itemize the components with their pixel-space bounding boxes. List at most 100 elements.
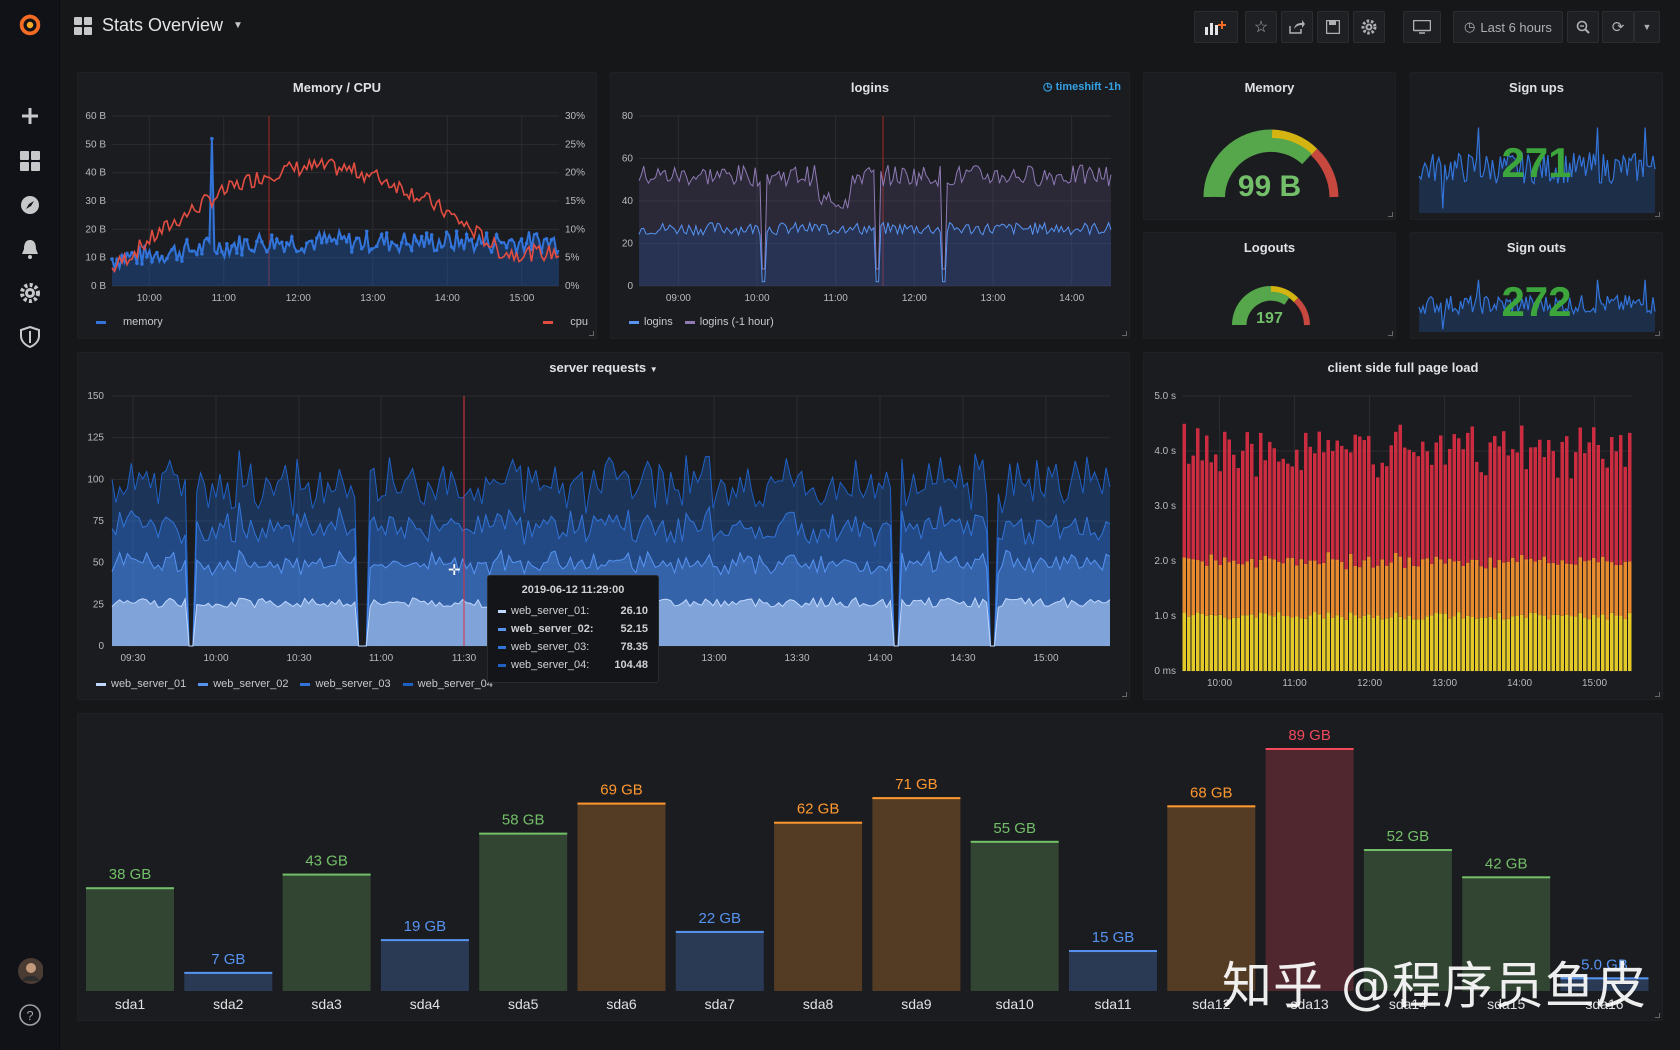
x-tick-label: 09:30 xyxy=(120,653,145,664)
page-load-bar-segment xyxy=(1317,614,1321,671)
page-load-bar-segment xyxy=(1299,618,1303,671)
panel-resize-handle[interactable] xyxy=(1388,212,1393,217)
memory-point xyxy=(444,230,449,235)
zoom-out-button[interactable] xyxy=(1567,11,1599,43)
memory-point xyxy=(344,239,349,244)
explore-compass-icon[interactable] xyxy=(17,192,43,218)
panel-title[interactable]: client side full page load xyxy=(1327,360,1479,375)
page-load-bar-segment xyxy=(1443,563,1447,614)
server-admin-shield-icon[interactable] xyxy=(17,324,43,350)
plus-icon[interactable] xyxy=(17,103,43,129)
refresh-button[interactable]: ⟳ xyxy=(1602,11,1634,43)
page-load-bar-segment xyxy=(1349,553,1353,613)
time-range-picker[interactable]: ◷ Last 6 hours xyxy=(1453,11,1563,43)
page-load-bar-segment xyxy=(1565,614,1569,671)
panel-title[interactable]: Sign ups xyxy=(1509,80,1564,95)
y-tick-label: 25 xyxy=(93,599,105,610)
logouts-gauge-panel[interactable]: Logouts 197 xyxy=(1143,232,1396,339)
tv-mode-button[interactable] xyxy=(1403,11,1441,43)
memory-point xyxy=(155,250,159,255)
legend-web-server-02[interactable]: web_server_02 xyxy=(198,678,288,690)
page-load-panel[interactable]: client side full page load 5.0 s 4.0 s 3.0… xyxy=(1143,352,1663,700)
sign-outs-panel[interactable]: Sign outs 272 xyxy=(1410,232,1663,339)
page-load-bar-segment xyxy=(1542,457,1546,557)
panel-title[interactable]: Sign outs xyxy=(1506,240,1567,255)
panel-title[interactable]: Memory / CPU xyxy=(292,80,382,95)
help-icon[interactable]: ? xyxy=(17,1002,43,1028)
share-dashboard-button[interactable] xyxy=(1281,11,1313,43)
sign-ups-panel[interactable]: Sign ups 271 xyxy=(1410,72,1663,220)
legend-cpu[interactable]: cpu xyxy=(543,316,588,328)
alerting-bell-icon[interactable] xyxy=(17,236,43,262)
memory-gauge-panel[interactable]: Memory 99 B xyxy=(1143,72,1396,220)
memory-cpu-panel[interactable]: Memory / CPU 60 B 30% 50 B 25% 40 B 20% 30 B 15… xyxy=(77,72,597,339)
page-load-bar-segment xyxy=(1484,475,1488,569)
page-load-bar-segment xyxy=(1290,466,1294,558)
panel-resize-handle[interactable] xyxy=(589,331,594,336)
panel-resize-handle[interactable] xyxy=(1122,692,1127,697)
refresh-interval-dropdown[interactable]: ▼ xyxy=(1634,11,1660,43)
add-panel-button[interactable] xyxy=(1194,11,1238,43)
configuration-gear-icon[interactable] xyxy=(17,280,43,306)
panel-resize-handle[interactable] xyxy=(1655,331,1660,336)
legend-memory[interactable]: memory xyxy=(96,316,163,328)
panel-title[interactable]: logins xyxy=(850,80,890,95)
server-requests-panel[interactable]: server requests ▼ 150 125 100 75 50 25 0 09:30 1… xyxy=(77,352,1130,700)
y-tick-label: 80 xyxy=(622,111,634,122)
x-tick-label: 14:00 xyxy=(867,653,892,664)
logins-graph[interactable]: 80 60 40 20 0 09:00 10:00 11:00 12:00 13:00 14:00 xyxy=(611,73,1130,339)
legend-logins-minus-1h[interactable]: logins (-1 hour) xyxy=(684,316,774,328)
dashboard-settings-button[interactable] xyxy=(1353,11,1385,43)
y-tick-label: 50 B xyxy=(85,139,106,150)
dashboard-title-picker[interactable]: Stats Overview ▼ xyxy=(74,15,243,36)
panel-title-menu[interactable]: server requests ▼ xyxy=(78,360,1129,375)
legend-web-server-04[interactable]: web_server_04 xyxy=(402,678,493,690)
page-load-bar-segment xyxy=(1367,556,1371,615)
panel-resize-handle[interactable] xyxy=(1655,1013,1660,1018)
panel-resize-handle[interactable] xyxy=(1655,212,1660,217)
page-load-bar-segment xyxy=(1443,464,1447,564)
disk-usage-bar-gauge-panel[interactable]: 38 GB sda1 7 GB sda2 43 GB sda3 19 GB sda4 58 GB… xyxy=(77,713,1663,1021)
memory-cpu-graph[interactable]: 60 B 30% 50 B 25% 40 B 20% 30 B 15% 20 B 10% 10 B 5… xyxy=(78,73,597,339)
page-load-bar-segment xyxy=(1605,467,1609,562)
page-load-bar-segment xyxy=(1605,619,1609,671)
page-load-bar-segment xyxy=(1515,452,1519,562)
disk-bar-name: sda6 xyxy=(606,996,637,1012)
legend-label: memory xyxy=(123,316,163,328)
panel-title[interactable]: Logouts xyxy=(1243,240,1296,255)
logins-panel[interactable]: logins ◷ timeshift -1h 80 60 40 20 0 09:00 10:… xyxy=(610,72,1130,339)
page-load-bar-segment xyxy=(1367,614,1371,671)
save-dashboard-button[interactable] xyxy=(1317,11,1349,43)
page-load-bar-segment xyxy=(1461,565,1465,619)
disk-bar-top xyxy=(1560,977,1649,980)
panel-resize-handle[interactable] xyxy=(1122,331,1127,336)
legend-web-server-03[interactable]: web_server_03 xyxy=(300,678,391,690)
memory-point xyxy=(424,231,429,235)
legend-web-server-01[interactable]: web_server_01 xyxy=(96,678,186,690)
panel-title[interactable]: Memory xyxy=(1244,80,1295,95)
grafana-logo-icon[interactable] xyxy=(17,12,43,38)
memory-point xyxy=(175,257,179,262)
zoom-out-icon xyxy=(1576,20,1590,34)
y-tick-label: 2.0 s xyxy=(1154,556,1176,567)
user-avatar[interactable] xyxy=(17,958,43,984)
disk-bar-top xyxy=(1265,748,1354,750)
page-load-bar-segment xyxy=(1236,563,1240,618)
panel-resize-handle[interactable] xyxy=(1388,331,1393,336)
panel-resize-handle[interactable] xyxy=(1655,692,1660,697)
disk-bar-value: 5.0 GB xyxy=(1581,956,1628,973)
page-load-bar-segment xyxy=(1254,567,1258,618)
page-load-bar-segment xyxy=(1227,619,1231,671)
dashboards-icon[interactable] xyxy=(17,148,43,174)
star-dashboard-button[interactable]: ☆ xyxy=(1245,11,1277,43)
page-load-graph[interactable]: 5.0 s 4.0 s 3.0 s 2.0 s 1.0 s 0 ms 10:00 11:00 1… xyxy=(1144,353,1663,700)
disk-bar xyxy=(1167,805,1256,991)
page-load-bar-segment xyxy=(1263,460,1267,556)
page-load-bar-segment xyxy=(1425,558,1429,617)
memory-point xyxy=(250,248,254,253)
memory-point xyxy=(309,239,314,243)
page-load-bar-segment xyxy=(1200,460,1204,562)
page-load-bar-segment xyxy=(1209,462,1213,555)
legend-logins[interactable]: logins xyxy=(629,316,673,328)
page-load-bar-segment xyxy=(1524,617,1528,671)
